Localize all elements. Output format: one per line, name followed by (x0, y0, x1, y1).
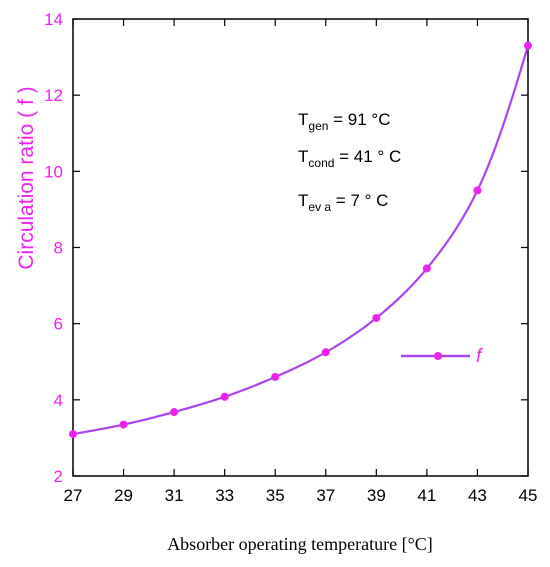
annotation-group: Tgen = 91 °C Tcond = 41 ° C Tev a = 7 ° … (298, 110, 401, 214)
y-tick-label: 4 (54, 391, 63, 410)
annotation-t-eva-sub: ev a (308, 200, 331, 214)
data-point (271, 372, 280, 381)
data-point (524, 41, 532, 50)
y-axis-title: Circulation ratio ( f ) (15, 86, 38, 269)
x-axis-title: Absorber operating temperature [°C] (167, 534, 433, 554)
series-line (72, 45, 530, 436)
annotation-t-gen-base: T (298, 110, 308, 129)
legend: f (401, 346, 483, 367)
annotation-t-eva-base: T (298, 191, 308, 210)
x-tick-label: 39 (367, 486, 386, 505)
annotation-t-cond-sub: cond (308, 156, 334, 170)
data-point (372, 313, 381, 322)
y-tick-label: 2 (54, 467, 63, 486)
x-tick-label: 29 (114, 486, 133, 505)
x-axis-ticks: 27 29 31 33 35 37 39 41 43 45 (64, 19, 538, 505)
annotation-t-gen: Tgen = 91 °C (298, 110, 391, 133)
x-tick-label: 45 (519, 486, 538, 505)
x-tick-label: 41 (417, 486, 436, 505)
data-point (220, 392, 229, 401)
series-layer (69, 41, 532, 439)
data-point (69, 430, 77, 439)
annotation-t-cond-base: T (298, 147, 308, 166)
x-tick-label: 35 (266, 486, 285, 505)
plot-frame (72, 18, 529, 477)
y-tick-label: 6 (54, 315, 63, 334)
y-tick-label: 8 (54, 239, 63, 258)
data-point (422, 264, 431, 273)
x-tick-label: 43 (468, 486, 487, 505)
data-point (170, 408, 179, 417)
annotation-t-cond: Tcond = 41 ° C (298, 147, 401, 170)
y-tick-label: 14 (44, 10, 63, 29)
data-point (119, 420, 128, 429)
x-tick-label: 27 (64, 486, 83, 505)
x-tick-label: 37 (316, 486, 335, 505)
annotation-t-gen-value: = 91 °C (328, 110, 390, 129)
annotation-t-eva: Tev a = 7 ° C (298, 191, 388, 214)
y-tick-label: 10 (44, 162, 63, 181)
y-axis-ticks: 2 4 6 8 10 12 14 (44, 10, 528, 486)
legend-label: f (476, 346, 483, 367)
annotation-t-eva-value: = 7 ° C (331, 191, 388, 210)
legend-marker-swatch (434, 352, 442, 360)
data-point (473, 186, 482, 195)
annotation-t-cond-value: = 41 ° C (334, 147, 401, 166)
annotation-t-gen-sub: gen (308, 119, 328, 133)
data-point (321, 348, 330, 357)
x-tick-label: 31 (165, 486, 184, 505)
x-tick-label: 33 (215, 486, 234, 505)
y-tick-label: 12 (44, 86, 63, 105)
